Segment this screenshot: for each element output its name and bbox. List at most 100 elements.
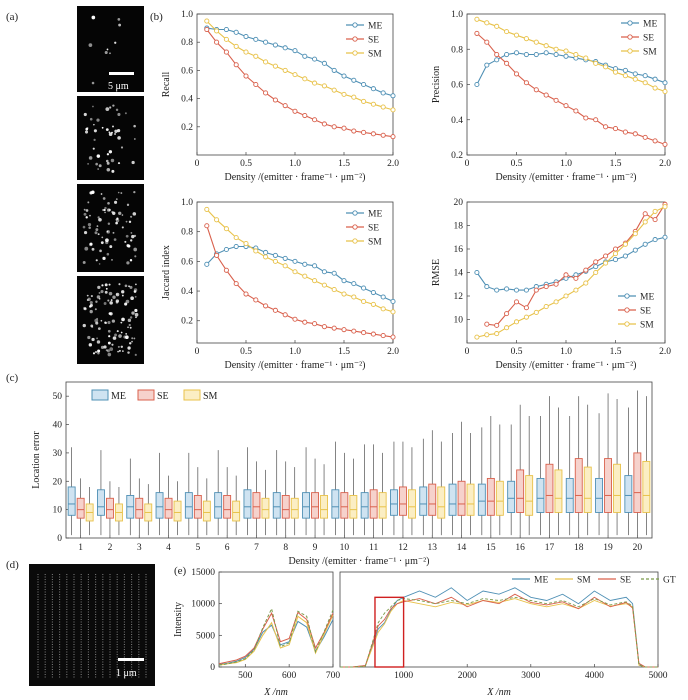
data-point-sm — [474, 16, 480, 22]
emitter-spots — [82, 15, 139, 357]
data-point-sm — [494, 23, 500, 29]
box-se — [369, 489, 378, 519]
data-point-me — [390, 93, 396, 99]
data-point-me — [662, 234, 668, 240]
emitter-spot — [134, 353, 137, 356]
data-point-se — [612, 246, 619, 252]
data-point-sm — [593, 269, 599, 276]
data-point-sm — [321, 83, 327, 89]
data-point-se — [484, 321, 490, 327]
x-tick-label: 700 — [326, 671, 341, 681]
data-point-sm — [543, 43, 549, 49]
data-point-sm — [523, 314, 529, 320]
data-point-me — [272, 252, 278, 258]
data-point-se — [321, 121, 327, 127]
emitter-spot — [91, 247, 95, 251]
emitter-spot — [104, 283, 108, 287]
data-point-me — [263, 39, 269, 45]
data-point-sm — [622, 241, 628, 247]
zoom-region-box — [374, 596, 405, 668]
data-point-sm — [662, 89, 668, 95]
y-tick-label: 0.8 — [181, 228, 193, 238]
x-tick-label: 2.0 — [659, 347, 671, 357]
data-point-sm — [351, 294, 357, 300]
emitter-spot — [134, 138, 136, 140]
emitter-spot — [83, 112, 87, 117]
data-point-sm — [272, 63, 278, 69]
y-axis-label: Intensity — [173, 602, 184, 637]
emitter-spot — [120, 345, 123, 348]
emitter-spot — [101, 126, 104, 129]
panel-label-c: (c) — [6, 372, 19, 384]
emitter-spot — [96, 225, 99, 228]
emitter-spot — [100, 319, 103, 322]
y-tick-label: 15000 — [191, 568, 215, 578]
emitter-spot — [129, 316, 133, 319]
panel-label-e: (e) — [174, 565, 187, 577]
emitter-spot — [122, 350, 124, 352]
series-line-sm — [476, 206, 666, 338]
panel-d-image: 1 μm — [29, 564, 155, 686]
emitter-spot — [131, 340, 133, 343]
box-sm — [642, 460, 651, 513]
emitter-spot — [108, 312, 112, 315]
data-point-se — [341, 125, 347, 131]
emitter-spot — [104, 321, 107, 324]
y-tick-label: 0.4 — [181, 287, 193, 297]
x-tick-label: 1.5 — [610, 159, 622, 169]
emitter-spot — [84, 246, 89, 251]
data-point-me — [612, 257, 619, 263]
data-point-me — [223, 26, 229, 33]
data-point-se — [603, 253, 609, 259]
emitter-spot — [117, 191, 120, 194]
emitter-spot — [131, 311, 135, 315]
emitter-spot — [96, 337, 99, 340]
data-point-me — [370, 289, 376, 296]
emitter-spot — [105, 159, 109, 163]
legend-marker-me — [627, 20, 633, 26]
data-point-se — [553, 97, 559, 103]
emitter-spot — [96, 118, 100, 122]
data-point-se — [612, 126, 619, 132]
legend-marker-se — [624, 307, 630, 313]
data-point-se — [223, 267, 229, 273]
legend-label-sm: SM — [368, 238, 382, 248]
data-point-sm — [513, 32, 520, 38]
y-tick-label: 0 — [57, 534, 62, 544]
data-point-sm — [632, 76, 638, 82]
data-point-sm — [282, 67, 288, 73]
emitter-spot — [107, 201, 110, 205]
x-tick-label: 3000 — [521, 671, 540, 681]
emitter-spot — [125, 335, 129, 340]
x-axis-label: Density /(emitter · frame⁻¹ · μm⁻²) — [224, 360, 365, 371]
box-se — [311, 492, 319, 519]
emitter-spot — [104, 50, 108, 55]
box-sm — [202, 500, 211, 522]
y-tick-label: 0.8 — [451, 45, 463, 55]
box-se — [76, 497, 85, 519]
data-point-se — [380, 333, 386, 339]
box-me — [243, 489, 252, 519]
data-point-se — [341, 327, 347, 333]
emitter-spot — [93, 129, 97, 133]
data-point-se — [583, 267, 589, 273]
series-line-me — [476, 236, 666, 291]
data-point-se — [282, 312, 288, 318]
x-tick-label: 1.5 — [610, 347, 622, 357]
emitter-spot — [102, 197, 106, 200]
emitter-spot — [118, 211, 122, 215]
box-me — [184, 492, 193, 519]
box-me — [536, 477, 545, 513]
data-point-se — [302, 319, 308, 325]
data-point-se — [652, 217, 658, 223]
data-point-sm — [214, 28, 220, 34]
x-tick-label: 3 — [137, 543, 142, 553]
box-sm — [613, 463, 621, 513]
chart-intensity-zoom: 500 600 700 0 5000 10000 15000 X /nm Intensity — [173, 568, 340, 698]
box-me — [419, 486, 428, 516]
data-point-se — [361, 330, 367, 336]
y-tick-label: 5000 — [196, 631, 215, 641]
data-point-me — [533, 51, 539, 58]
emitter-spot — [105, 349, 108, 352]
data-point-se — [351, 128, 357, 134]
